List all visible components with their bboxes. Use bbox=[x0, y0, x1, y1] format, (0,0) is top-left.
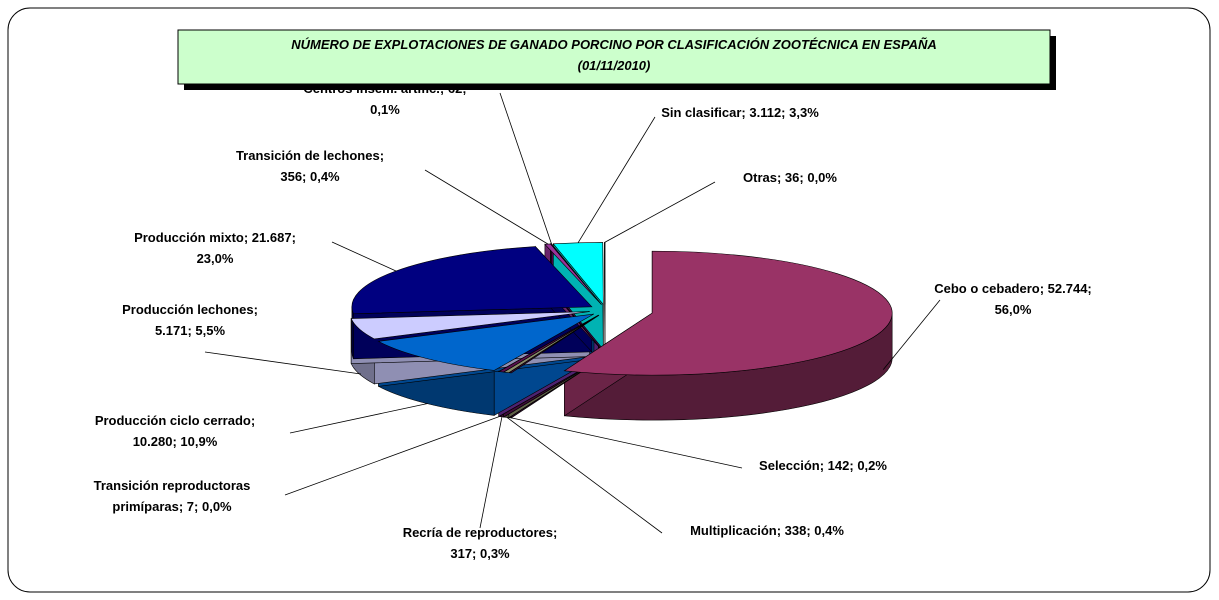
slice bbox=[563, 250, 893, 376]
leader-line bbox=[289, 403, 428, 434]
leader-line bbox=[506, 417, 663, 534]
data-label: 356; 0,4% bbox=[280, 169, 340, 184]
leader-line bbox=[499, 92, 552, 245]
leader-line bbox=[331, 241, 397, 272]
data-label: Transición de lechones; bbox=[236, 148, 384, 163]
data-label: Recría de reproductores; bbox=[403, 525, 558, 540]
chart-frame bbox=[7, 7, 1211, 593]
slice bbox=[377, 313, 595, 371]
title-box bbox=[177, 29, 1051, 85]
leader-line bbox=[284, 416, 500, 496]
data-label: Sin clasificar; 3.112; 3,3% bbox=[661, 105, 819, 120]
data-label: 10.280; 10,9% bbox=[133, 434, 218, 449]
chart-title: NÚMERO DE EXPLOTACIONES DE GANADO PORCIN… bbox=[291, 37, 936, 52]
data-label: 317; 0,3% bbox=[450, 546, 510, 561]
data-label: Producción lechones; bbox=[122, 302, 258, 317]
data-label: Selección; 142; 0,2% bbox=[759, 458, 887, 473]
leader-line bbox=[479, 416, 503, 529]
data-label: Otras; 36; 0,0% bbox=[743, 170, 837, 185]
leader-line bbox=[424, 169, 549, 245]
data-label: 56,0% bbox=[995, 302, 1032, 317]
chart-subtitle: (01/11/2010) bbox=[578, 58, 651, 73]
data-label: 23,0% bbox=[197, 251, 234, 266]
slice bbox=[351, 246, 593, 315]
leader-line bbox=[604, 181, 716, 243]
data-label: Cebo o cebadero; 52.744; bbox=[934, 281, 1092, 296]
leader-line bbox=[204, 351, 361, 375]
data-label: Producción mixto; 21.687; bbox=[134, 230, 296, 245]
slice bbox=[350, 311, 590, 340]
leader-line bbox=[510, 417, 743, 469]
pie bbox=[350, 242, 893, 421]
slice bbox=[552, 242, 604, 306]
leader-line bbox=[577, 116, 656, 243]
data-label: Transición reproductoras bbox=[94, 478, 251, 493]
data-label: 0,1% bbox=[370, 102, 400, 117]
data-label: Producción ciclo cerrado; bbox=[95, 413, 255, 428]
data-label: primíparas; 7; 0,0% bbox=[112, 499, 232, 514]
slice bbox=[497, 314, 599, 372]
data-label: 5.171; 5,5% bbox=[155, 323, 226, 338]
leader-line bbox=[882, 299, 941, 370]
data-label: Multiplicación; 338; 0,4% bbox=[690, 523, 844, 538]
